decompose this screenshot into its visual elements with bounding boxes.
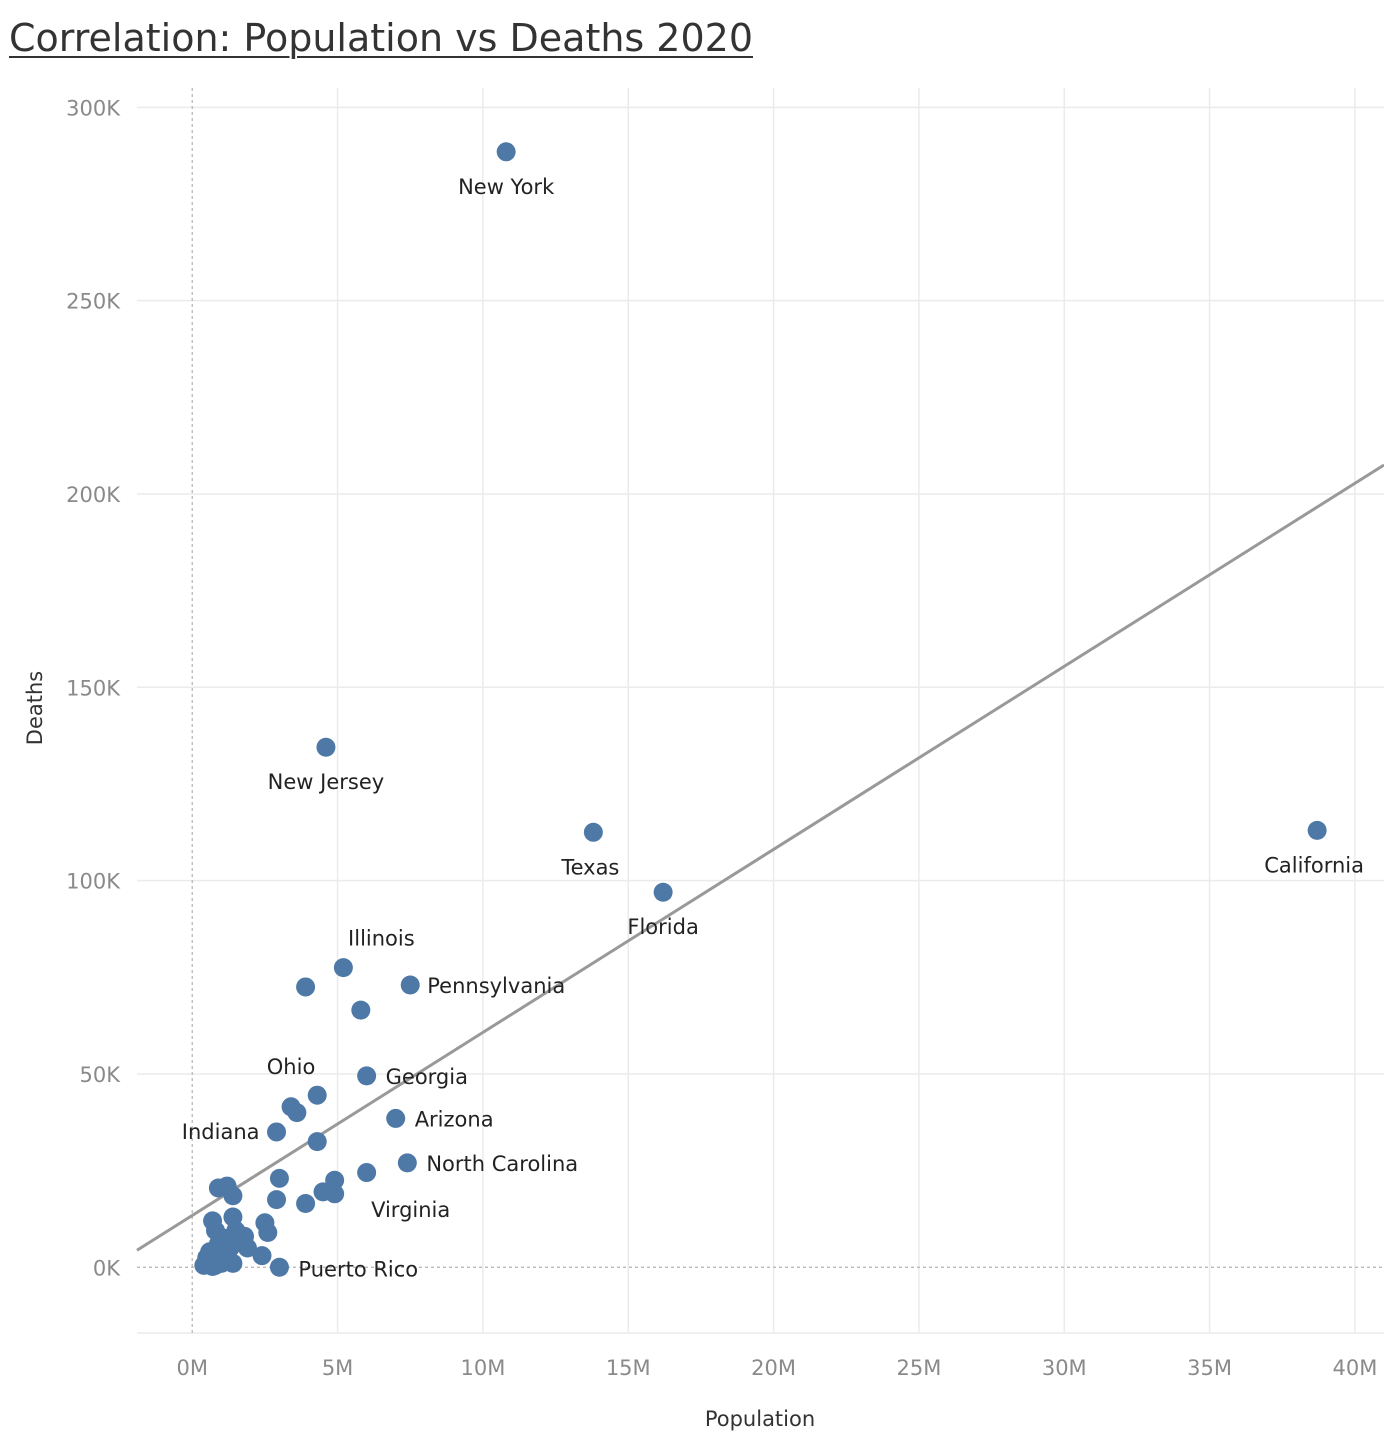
y-axis-ticks: 0K 50K 100K 150K 200K 250K 300K [66, 96, 121, 1280]
x-tick-label: 5M [322, 1356, 353, 1380]
data-point [307, 1132, 327, 1152]
point-label: Pennsylvania [427, 974, 565, 998]
data-point [386, 1108, 406, 1128]
point-label: Florida [627, 915, 698, 939]
data-point [267, 1122, 287, 1142]
data-point [496, 142, 516, 162]
point-label: North Carolina [426, 1152, 578, 1176]
x-tick-label: 35M [1187, 1356, 1232, 1380]
data-point [316, 737, 336, 757]
data-point [583, 822, 603, 842]
data-point [357, 1163, 377, 1183]
data-point [203, 1256, 223, 1276]
data-point [397, 1153, 417, 1173]
x-tick-label: 10M [460, 1356, 505, 1380]
data-point [237, 1238, 257, 1258]
data-point [252, 1246, 272, 1266]
x-axis-title: Population [705, 1407, 815, 1431]
data-point [307, 1085, 327, 1105]
data-point [653, 882, 673, 902]
y-axis-title: Deaths [23, 671, 47, 745]
chart-title: Correlation: Population vs Deaths 2020 [9, 16, 754, 60]
data-point [287, 1103, 307, 1123]
zero-lines [137, 88, 1384, 1333]
x-tick-label: 0M [176, 1356, 207, 1380]
data-point [269, 1257, 289, 1277]
trend-line-group [136, 463, 1384, 1252]
point-label: Texas [560, 855, 619, 879]
point-label: Georgia [386, 1065, 468, 1089]
point-label: Puerto Rico [298, 1257, 418, 1281]
data-point [223, 1186, 243, 1206]
data-point [325, 1170, 345, 1190]
point-label: Ohio [267, 1055, 316, 1079]
y-tick-label: 300K [66, 96, 121, 120]
grid [137, 88, 1384, 1334]
data-points [194, 142, 1327, 1277]
data-point [269, 1168, 289, 1188]
point-label: New Jersey [268, 770, 385, 794]
y-tick-label: 50K [80, 1063, 122, 1087]
point-label: Arizona [415, 1107, 494, 1131]
point-label: Virginia [371, 1198, 450, 1222]
data-point [208, 1178, 228, 1198]
point-label: New York [458, 175, 555, 199]
data-point [325, 1184, 345, 1204]
x-tick-label: 40M [1333, 1356, 1378, 1380]
x-tick-label: 15M [606, 1356, 651, 1380]
data-point [267, 1190, 287, 1210]
point-label: California [1264, 853, 1364, 877]
y-tick-label: 0K [93, 1256, 121, 1280]
data-point [351, 1000, 371, 1020]
point-labels: New York New Jersey Texas California Florida… [182, 175, 1364, 1281]
y-tick-label: 100K [66, 870, 121, 894]
point-label: Illinois [348, 927, 415, 951]
data-point [333, 958, 353, 978]
data-point [400, 975, 420, 995]
y-tick-label: 200K [66, 483, 121, 507]
x-axis-ticks: 0M 5M 10M 15M 20M 25M 30M 35M 40M [176, 1356, 1377, 1380]
x-tick-label: 30M [1042, 1356, 1087, 1380]
data-point [1307, 820, 1327, 840]
data-point [296, 977, 316, 997]
y-tick-label: 250K [66, 290, 121, 314]
data-point [357, 1066, 377, 1086]
y-tick-label: 150K [66, 676, 121, 700]
trend-line [136, 463, 1384, 1252]
data-point [258, 1222, 278, 1242]
point-label: Indiana [182, 1120, 260, 1144]
data-point [296, 1193, 316, 1213]
x-tick-label: 25M [896, 1356, 941, 1380]
x-tick-label: 20M [751, 1356, 796, 1380]
